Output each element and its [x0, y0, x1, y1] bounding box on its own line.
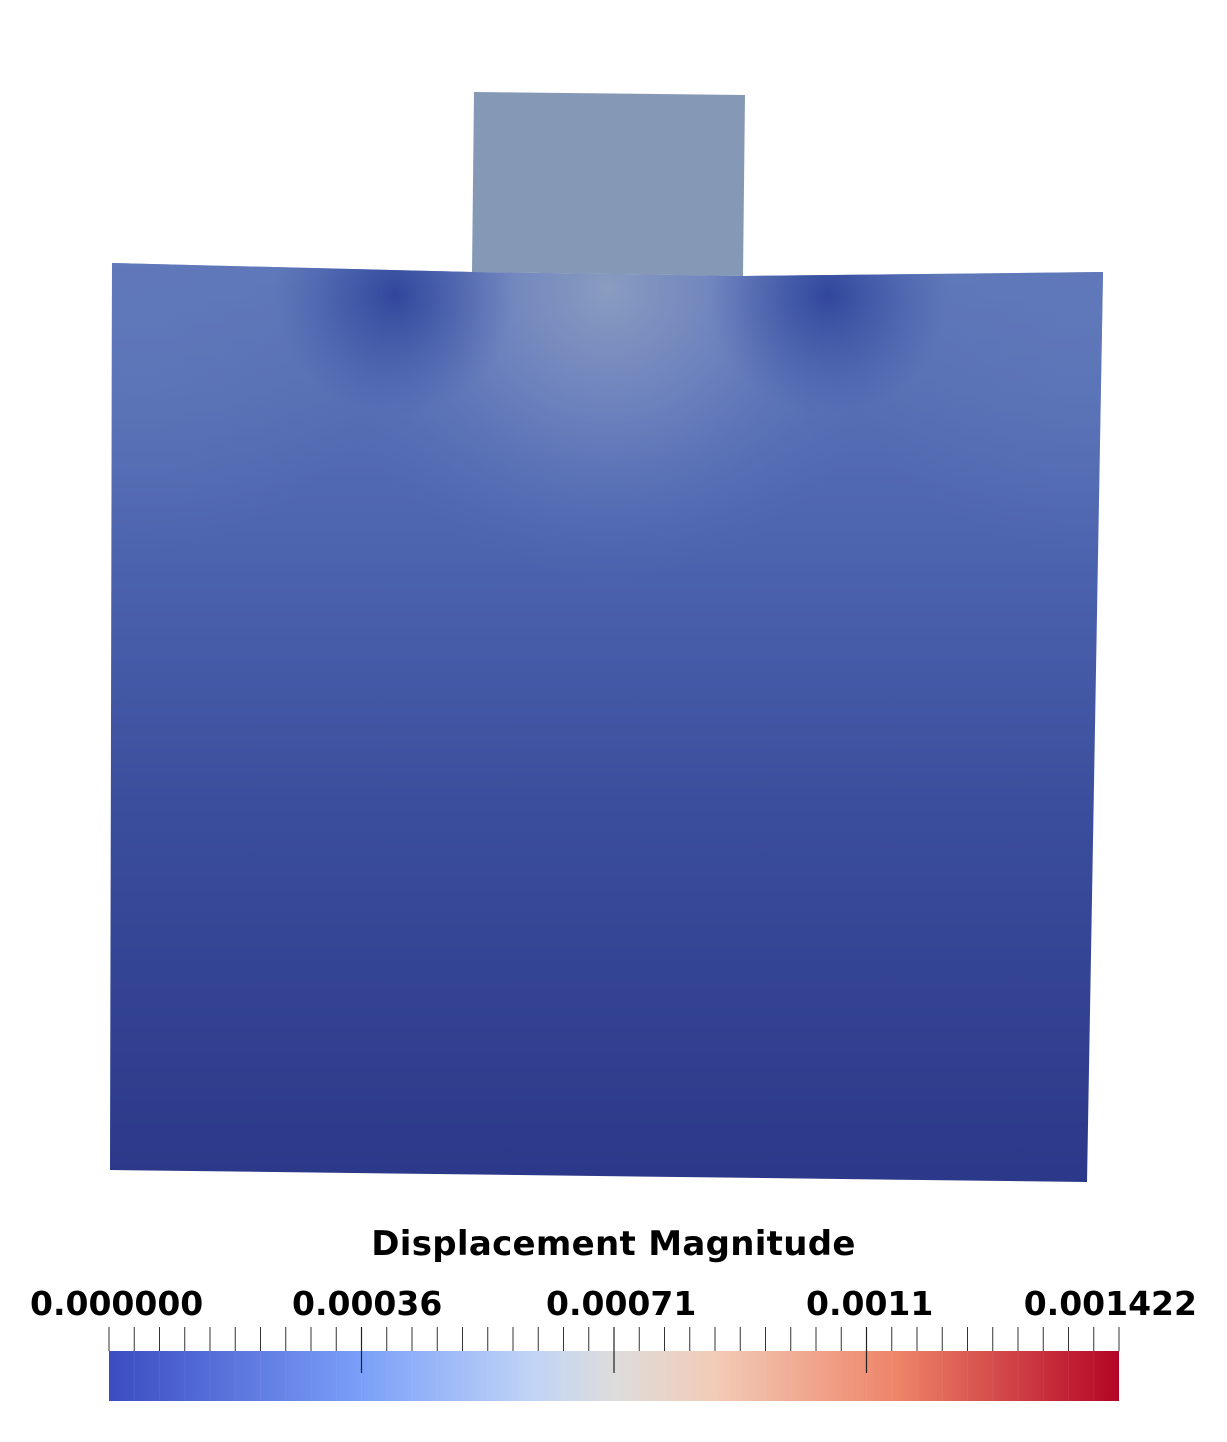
legend-title: Displacement Magnitude: [371, 1224, 856, 1264]
slab-body: [110, 263, 1103, 1182]
colorbar-tick-label: 0.00036: [292, 1284, 443, 1323]
colorbar-tick-label: 0.00071: [546, 1284, 697, 1323]
colorbar-tick-label: 0.0011: [806, 1284, 934, 1323]
color-legend: [108, 1327, 1120, 1401]
colorbar-ticks: [108, 1327, 1120, 1373]
colorbar-tick-label-max: 0.001422: [1023, 1284, 1197, 1323]
punch-block: [472, 92, 745, 276]
colorbar-tick-label-min: 0.000000: [30, 1284, 204, 1323]
